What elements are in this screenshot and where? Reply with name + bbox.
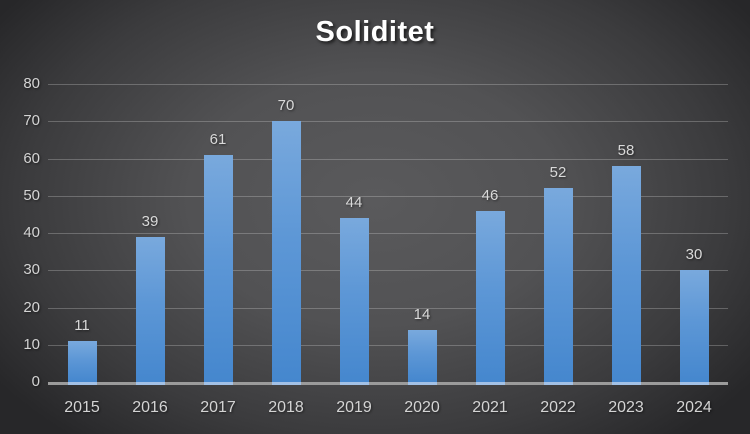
bar-value-label: 58 [617, 141, 635, 159]
bar-value-label: 44 [345, 194, 363, 212]
bar-value-label: 30 [685, 246, 703, 264]
gridline [48, 307, 728, 309]
gridline [48, 270, 728, 272]
gridline [48, 195, 728, 197]
x-tick-label: 2017 [200, 399, 236, 416]
x-tick-label: 2022 [540, 399, 576, 416]
x-tick-label: 2018 [268, 399, 304, 416]
bar-2018 [271, 121, 301, 385]
bar-value-label: 61 [209, 130, 227, 148]
y-tick-label: 70 [23, 112, 40, 130]
gridline [48, 344, 728, 346]
y-tick-label: 60 [23, 149, 40, 167]
bar-2022 [543, 188, 573, 385]
bar-2015 [67, 341, 97, 385]
bar-2019 [339, 218, 369, 385]
bar-2024 [679, 270, 709, 385]
y-tick-label: 0 [31, 373, 40, 390]
bar-value-label: 14 [413, 305, 431, 323]
x-axis-line [48, 382, 728, 385]
x-tick-label: 2020 [404, 399, 440, 416]
chart-title: Soliditet [315, 16, 435, 48]
y-tick-label: 40 [23, 224, 40, 241]
bar-2020 [407, 329, 437, 385]
x-tick-label: 2019 [336, 399, 372, 416]
gridline [48, 158, 728, 160]
gridline [48, 84, 728, 85]
bar-2017 [203, 154, 233, 385]
gridline [48, 233, 728, 234]
bar-value-label: 46 [481, 186, 499, 204]
bar-2023 [611, 165, 641, 385]
y-tick-label: 20 [23, 298, 40, 316]
bar-value-label: 52 [549, 164, 567, 182]
bar-value-label: 70 [277, 97, 295, 115]
y-tick-label: 10 [23, 335, 40, 353]
bar-value-label: 39 [141, 212, 159, 230]
x-tick-label: 2021 [472, 399, 508, 416]
gridline [48, 121, 728, 123]
bar-2021 [475, 210, 505, 385]
x-tick-label: 2015 [64, 399, 100, 416]
bar-2016 [135, 236, 165, 385]
x-tick-label: 2024 [676, 399, 712, 416]
plot-area: 11 39 61 70 44 14 46 52 58 30 [48, 84, 728, 385]
y-tick-label: 50 [23, 186, 40, 204]
y-tick-label: 30 [23, 261, 40, 279]
x-tick-label: 2023 [608, 399, 644, 416]
bar-value-label: 11 [74, 317, 90, 335]
y-tick-label: 80 [23, 75, 40, 92]
x-tick-label: 2016 [132, 399, 168, 416]
